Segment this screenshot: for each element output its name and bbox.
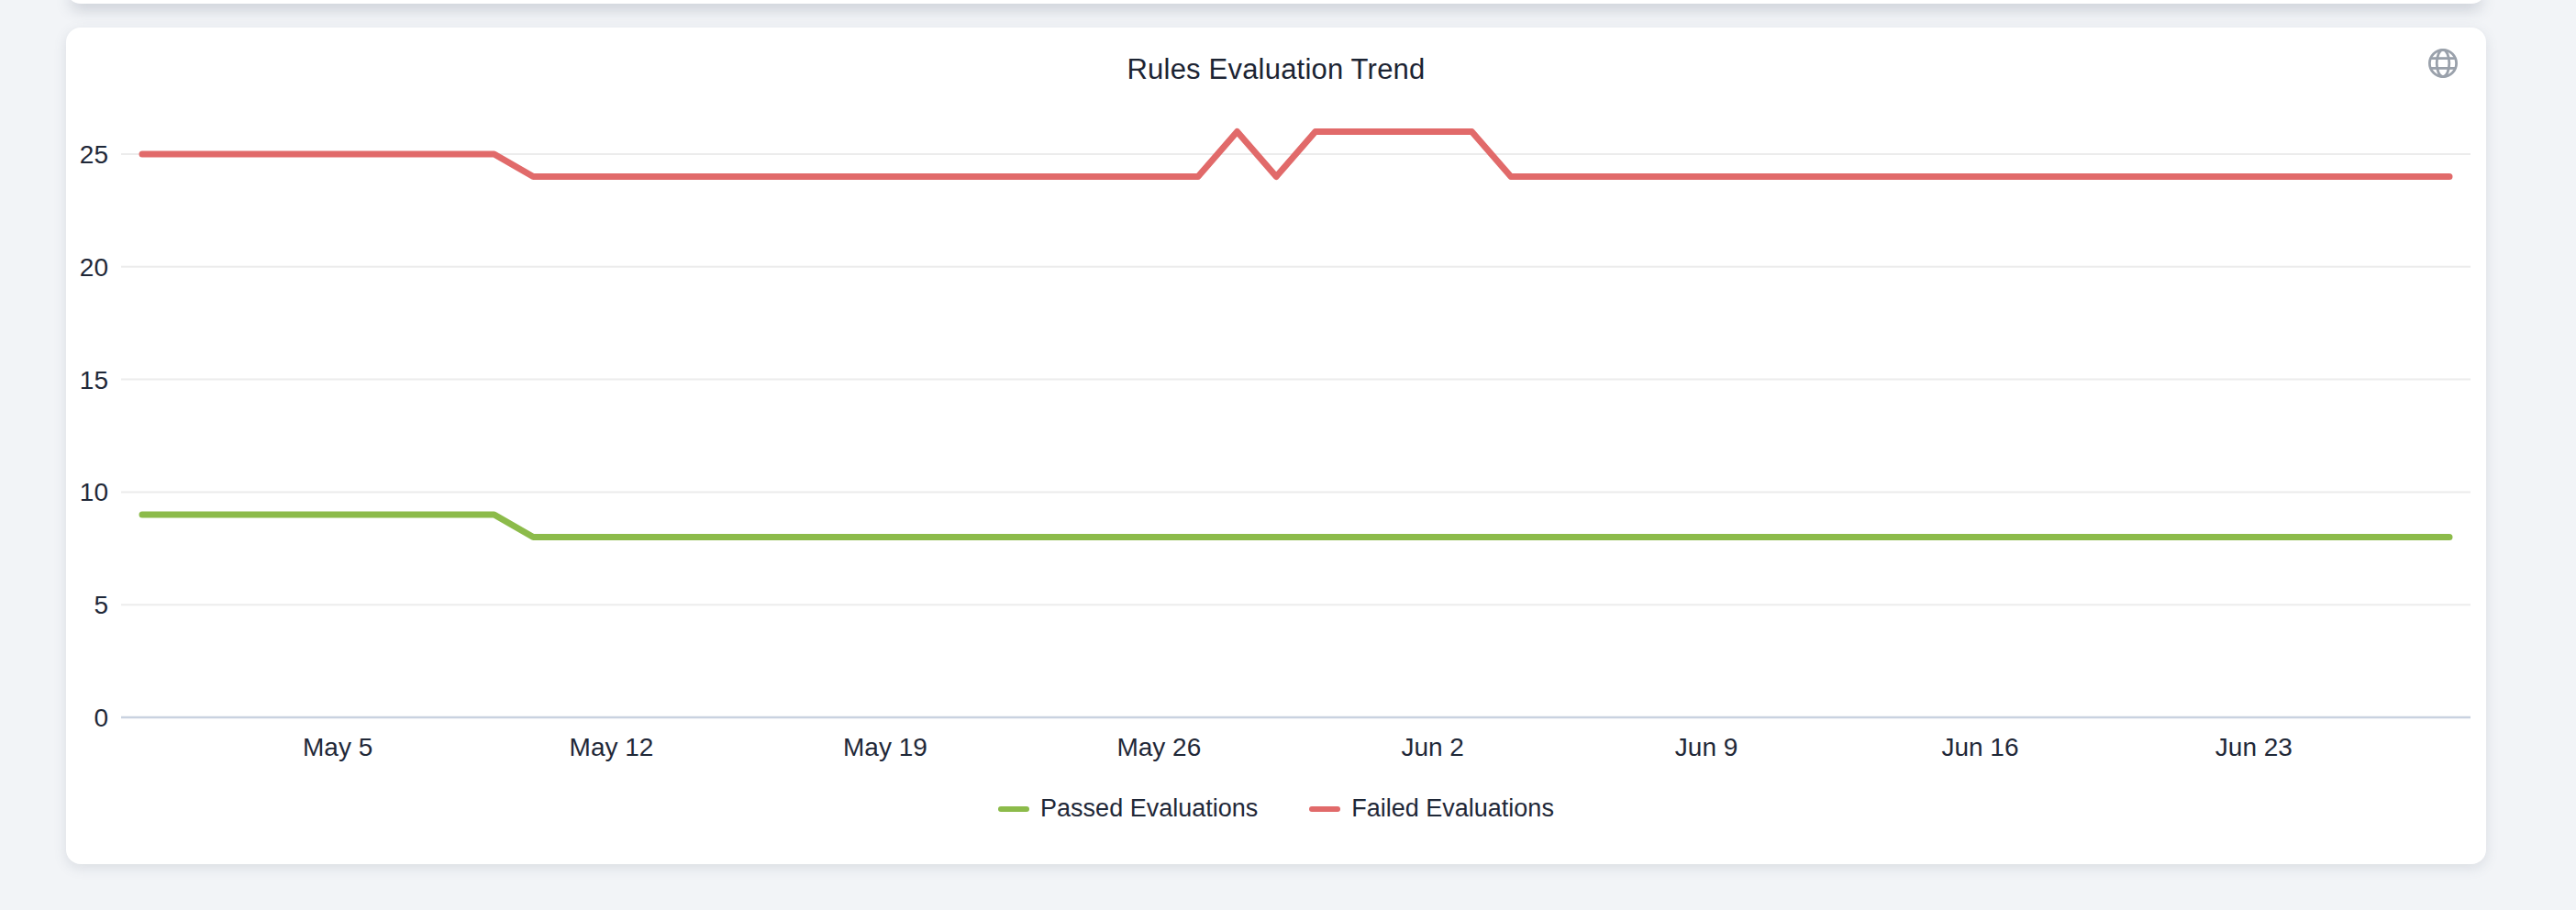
upper-card-remnant bbox=[66, 0, 2486, 4]
x-tick-label: May 5 bbox=[303, 733, 372, 761]
page-background: Rules Evaluation Trend 0510152025May 5Ma… bbox=[0, 0, 2576, 910]
y-tick-label: 0 bbox=[94, 704, 108, 732]
rules-evaluation-trend-chart[interactable]: 0 5 10 15 20 25 May 5 May 12 May 19 May 26 Jun 2 Ju… bbox=[66, 28, 2486, 864]
y-tick-label: 15 bbox=[80, 366, 108, 394]
legend-item-failed-evaluations[interactable]: Failed Evaluations bbox=[1309, 794, 1554, 823]
passed-legend-dash-icon bbox=[998, 806, 1029, 812]
x-tick-label: May 12 bbox=[570, 733, 654, 761]
y-tick-label: 20 bbox=[80, 253, 108, 282]
failed-legend-label: Failed Evaluations bbox=[1351, 794, 1554, 823]
x-tick-label: Jun 2 bbox=[1401, 733, 1464, 761]
y-tick-label: 25 bbox=[80, 140, 108, 169]
x-tick-label: May 19 bbox=[843, 733, 927, 761]
legend-item-passed-evaluations[interactable]: Passed Evaluations bbox=[998, 794, 1258, 823]
chart-legend: Passed Evaluations Failed Evaluations bbox=[66, 794, 2486, 823]
failed-legend-dash-icon bbox=[1309, 806, 1340, 812]
x-tick-label: May 26 bbox=[1116, 733, 1201, 761]
y-tick-label: 10 bbox=[80, 478, 108, 506]
chart-card: Rules Evaluation Trend 0510152025May 5Ma… bbox=[66, 28, 2486, 864]
passed-legend-label: Passed Evaluations bbox=[1040, 794, 1258, 823]
x-tick-label: Jun 23 bbox=[2215, 733, 2293, 761]
x-tick-label: Jun 9 bbox=[1675, 733, 1738, 761]
passed-evaluations-line[interactable] bbox=[142, 515, 2449, 538]
x-tick-label: Jun 16 bbox=[1941, 733, 2018, 761]
y-tick-label: 5 bbox=[94, 591, 108, 619]
